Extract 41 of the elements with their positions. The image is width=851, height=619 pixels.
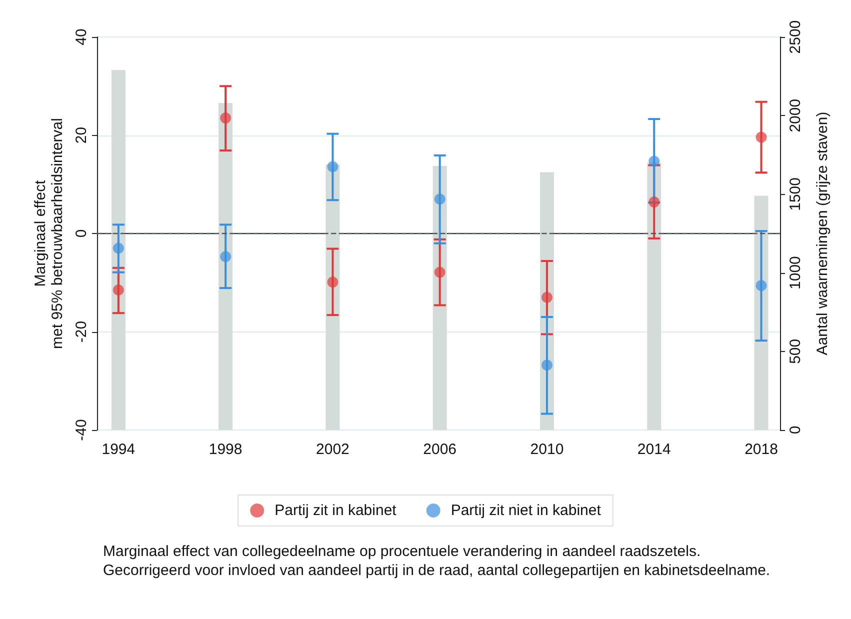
bar [218, 103, 233, 430]
y2-tick-label: 0 [787, 426, 804, 434]
point [434, 194, 446, 205]
point [220, 251, 232, 262]
x-tick-label: 2010 [530, 441, 564, 458]
text: Marginaal effect van collegedeelname op procentuele verandering in aandeel raadszetels. [103, 543, 701, 560]
legend-label: Partij zit in kabinet [274, 502, 398, 519]
x-tick-label: 2014 [637, 441, 671, 458]
point [648, 156, 660, 167]
y2-tick-label: 1500 [787, 178, 804, 211]
point [541, 360, 552, 371]
x-tick-label: 1998 [208, 441, 242, 458]
point [327, 276, 338, 288]
text: Gecorrigeerd voor invloed van aandeel partij in de raad, aantal collegepartijen en kabinetsdeelname. [103, 562, 770, 579]
point [756, 132, 767, 143]
point [756, 280, 767, 292]
x-tick-label: 2006 [423, 441, 457, 458]
y2-tick-label: 2000 [787, 98, 804, 132]
y2-tick-label: 500 [787, 338, 804, 364]
x-tick-label: 2002 [316, 441, 350, 458]
y-tick-label: -40 [73, 419, 90, 441]
point [112, 284, 124, 296]
y-tick-label: 40 [73, 28, 90, 46]
y2-tick-label: 2500 [787, 20, 804, 54]
y2-axis-title: Aantal waarnemingen (grijze staven) [814, 112, 831, 356]
point [541, 292, 552, 303]
bar [647, 162, 662, 430]
point [220, 112, 232, 124]
point [112, 242, 124, 254]
x-tick-label: 2018 [744, 441, 778, 458]
point [434, 266, 446, 278]
y-tick-label: 0 [73, 229, 90, 238]
y2-tick-label: 1000 [787, 256, 804, 290]
x-tick-label: 1994 [102, 441, 136, 458]
y-axis-title: Marginaal effect met 95% betrouwbaarheidsinterval [32, 118, 66, 349]
y-tick-label: 20 [73, 126, 90, 144]
legend-label: Partij zit niet in kabinet [450, 502, 602, 519]
point [327, 161, 338, 172]
bar [111, 70, 126, 430]
point [648, 196, 660, 208]
y-tick-label: -20 [73, 320, 90, 343]
